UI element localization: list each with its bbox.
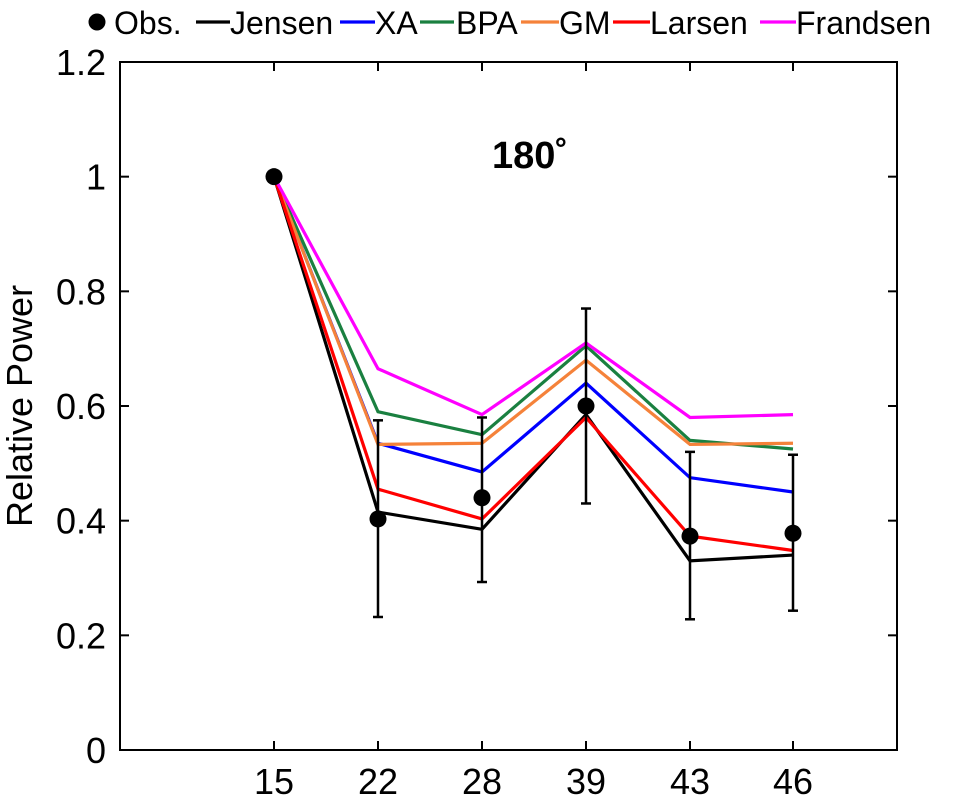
observation-point — [577, 397, 595, 415]
y-axis: 0 0.2 0.4 0.6 0.8 1 1.2 — [56, 42, 897, 771]
x-tick-label: 22 — [358, 761, 398, 802]
x-tick-label: 43 — [670, 761, 710, 802]
observation-point — [784, 524, 802, 542]
legend-label-jensen: Jensen — [230, 5, 333, 41]
y-tick-label: 0.4 — [56, 501, 106, 542]
x-axis: 15 22 28 39 43 46 — [254, 62, 813, 802]
observation-point — [681, 527, 699, 545]
y-tick-label: 1 — [86, 157, 106, 198]
x-tick-label: 28 — [462, 761, 502, 802]
legend-label-obs: Obs. — [114, 5, 182, 41]
chart-title: 180˚ — [492, 135, 568, 177]
series-line-larsen — [272, 176, 794, 553]
series-line-frandsen — [272, 175, 794, 420]
y-tick-label: 0.8 — [56, 271, 106, 312]
legend-label-bpa: BPA — [456, 5, 518, 41]
legend-label-gm: GM — [559, 5, 611, 41]
y-axis-label: Relative Power — [0, 285, 40, 527]
series-line-gm — [272, 176, 794, 447]
y-tick-label: 0.2 — [56, 615, 106, 656]
observation-point — [369, 510, 387, 528]
series-line-bpa — [272, 176, 794, 451]
observation-point — [473, 489, 491, 507]
series-layer — [272, 175, 794, 563]
legend: Obs. Jensen XA BPA GM Larsen Frandsen — [88, 5, 931, 41]
y-tick-label: 1.2 — [56, 42, 106, 83]
x-tick-label: 39 — [566, 761, 606, 802]
legend-label-larsen: Larsen — [650, 5, 748, 41]
series-line-jensen — [272, 176, 794, 563]
y-tick-label: 0.6 — [56, 386, 106, 427]
legend-marker-obs — [88, 13, 106, 31]
y-tick-label: 0 — [86, 730, 106, 771]
legend-label-xa: XA — [375, 5, 418, 41]
x-tick-label: 46 — [773, 761, 813, 802]
observation-point — [265, 168, 283, 186]
observations-layer — [265, 168, 802, 621]
x-tick-label: 15 — [254, 761, 294, 802]
legend-label-frandsen: Frandsen — [796, 5, 931, 41]
